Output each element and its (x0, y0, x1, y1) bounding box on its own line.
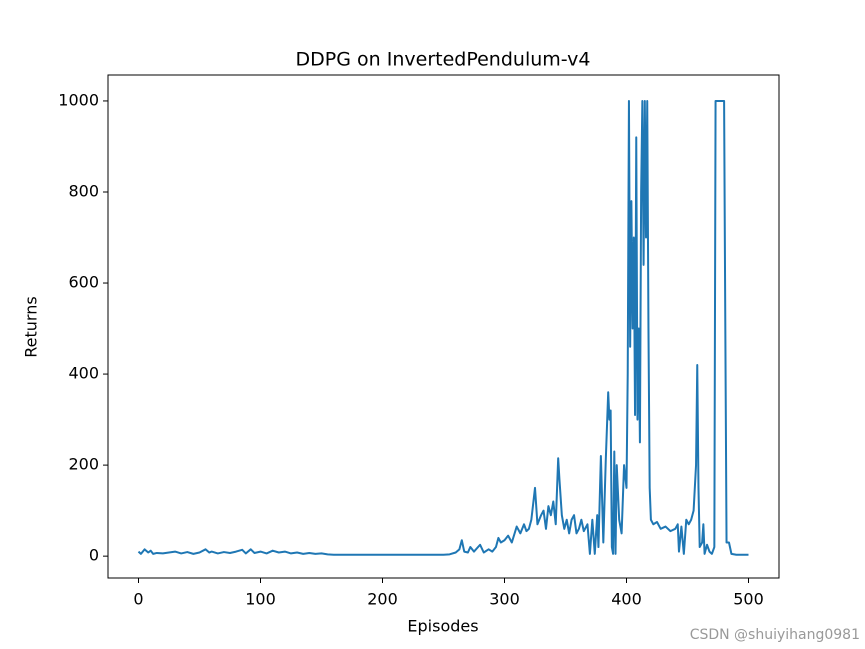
y-tick-label: 400 (68, 364, 99, 383)
chart-title: DDPG on InvertedPendulum-v4 (296, 49, 591, 71)
y-tick-label: 600 (68, 273, 99, 292)
line (137, 99, 749, 556)
x-axis-label: Episodes (407, 617, 478, 636)
x-tick-label: 100 (245, 590, 276, 609)
y-tick-label: 200 (68, 455, 99, 474)
watermark: CSDN @shuiyihang0981 (690, 627, 860, 643)
y-tick-label: 800 (68, 181, 99, 200)
plot-frame (107, 74, 780, 579)
x-tick-label: 500 (733, 590, 764, 609)
x-tick-label: 200 (367, 590, 398, 609)
x-tick-label: 400 (611, 590, 642, 609)
x-tick-label: 300 (489, 590, 520, 609)
y-tick-label: 1000 (58, 90, 99, 109)
y-tick-label: 0 (89, 546, 99, 565)
y-axis-label: Returns (22, 296, 41, 357)
x-tick-label: 0 (133, 590, 143, 609)
